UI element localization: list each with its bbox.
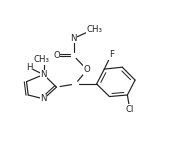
Text: N: N <box>70 34 77 43</box>
Text: F: F <box>109 50 114 60</box>
Text: Cl: Cl <box>126 105 134 114</box>
Text: O: O <box>53 51 60 60</box>
Text: O: O <box>84 65 91 74</box>
Text: H: H <box>26 63 32 72</box>
Text: N: N <box>40 94 47 103</box>
Text: N: N <box>40 70 47 79</box>
Text: CH₃: CH₃ <box>34 55 50 65</box>
Text: CH₃: CH₃ <box>86 25 102 34</box>
